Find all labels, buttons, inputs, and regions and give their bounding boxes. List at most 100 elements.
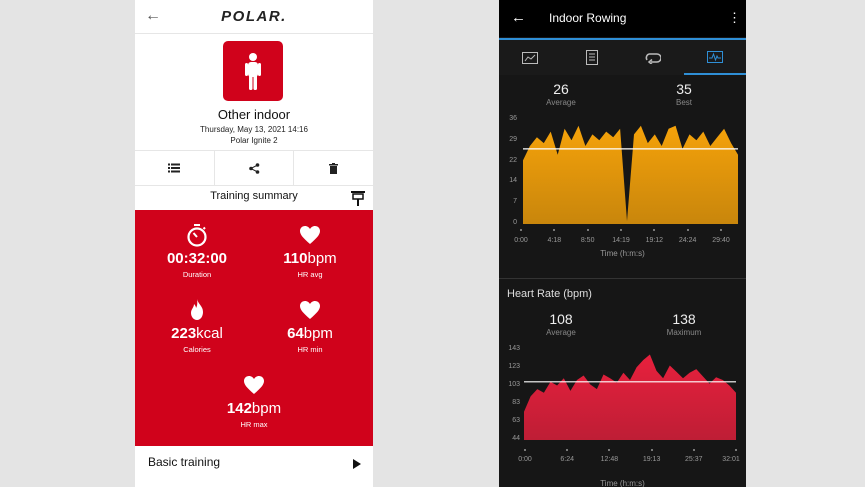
back-arrow-icon[interactable]: ← — [511, 9, 526, 26]
duration-stat: 00:32:00 Duration — [142, 223, 252, 279]
play-icon[interactable] — [353, 459, 361, 469]
x-tick-label: 32:01 — [722, 456, 740, 463]
duration-value: 00:32:00 — [166, 250, 228, 267]
session-date: Thursday, May 13, 2021 14:16 — [200, 125, 308, 134]
hr-maximum-value: 138 — [672, 311, 696, 327]
average-metric: 26 Average — [521, 81, 601, 107]
trash-icon — [329, 162, 339, 174]
chart1-axis-title: Time (h:m:s) — [600, 249, 645, 258]
best-value: 35 — [676, 81, 692, 97]
best-label: Best — [675, 98, 692, 107]
y-tick-label: 14 — [509, 177, 517, 185]
hr-avg-value: 110 — [283, 250, 308, 267]
list-button[interactable] — [135, 151, 215, 185]
pin-icon[interactable] — [351, 191, 365, 207]
flame-icon — [191, 299, 203, 320]
person-sport-icon — [223, 41, 283, 101]
x-tick-mark — [608, 449, 611, 451]
x-tick-label: 24:24 — [678, 237, 697, 244]
polar-app-screen: ← POLAR. Other indoor Thursday, May 13, … — [135, 0, 373, 487]
average-label: Average — [546, 98, 576, 107]
y-tick-label: 143 — [508, 345, 520, 352]
x-tick-label: 25:37 — [685, 456, 703, 463]
duration-label: Duration — [182, 270, 212, 279]
heart-icon — [300, 301, 320, 319]
delete-button[interactable] — [294, 151, 373, 185]
hr-avg-label: HR avg — [297, 270, 323, 279]
x-tick-mark — [553, 229, 556, 231]
sport-header: Other indoor Thursday, May 13, 2021 14:1… — [135, 34, 373, 150]
y-tick-label: 7 — [513, 198, 517, 206]
x-tick-mark — [586, 229, 589, 231]
calories-value: 223 — [171, 325, 197, 342]
y-tick-label: 103 — [508, 381, 520, 388]
calories-unit: kcal — [196, 325, 223, 342]
heart-rate-chart — [524, 354, 736, 440]
x-tick-mark — [653, 229, 656, 231]
x-tick-label: 19:13 — [642, 456, 661, 463]
tab-laps[interactable] — [623, 40, 685, 75]
heart-icon — [244, 376, 264, 394]
hr-max-label: HR max — [240, 420, 268, 429]
hr-average-metric: 108 Average — [521, 311, 601, 337]
x-tick-mark — [735, 449, 737, 451]
series-area — [523, 125, 738, 224]
x-tick-mark — [566, 449, 569, 451]
hr-min-stat: 64bpm HR min — [255, 298, 365, 354]
x-tick-label: 0:00 — [518, 456, 532, 463]
training-summary-title: Training summary — [210, 190, 298, 202]
activity-title: Indoor Rowing — [549, 11, 627, 25]
y-tick-label: 22 — [509, 156, 517, 164]
training-summary-panel: 00:32:00 Duration 110bpm HR avg 223kcal … — [135, 210, 373, 446]
y-tick-label: 63 — [512, 417, 520, 424]
tab-details[interactable] — [561, 40, 623, 75]
best-metric: 35 Best — [644, 81, 724, 107]
chart2-axis-title: Time (h:m:s) — [600, 479, 645, 487]
hr-maximum-metric: 138 Maximum — [644, 311, 724, 337]
polar-top-bar: ← POLAR. — [135, 0, 373, 34]
x-tick-label: 6:24 — [560, 456, 574, 463]
list-icon — [168, 163, 181, 173]
map-icon — [521, 51, 538, 64]
x-tick-label: 12:48 — [600, 456, 619, 463]
garmin-app-screen: ← Indoor Rowing ⋮ — [499, 0, 746, 487]
stopwatch-icon — [187, 224, 207, 247]
x-tick-mark — [720, 229, 722, 231]
share-button[interactable] — [215, 151, 295, 185]
y-tick-label: 83 — [512, 399, 520, 406]
back-arrow-icon[interactable]: ← — [145, 7, 161, 24]
hr-avg-stat: 110bpm HR avg — [255, 223, 365, 279]
y-tick-label: 36 — [509, 115, 517, 122]
garmin-tab-bar — [499, 38, 746, 75]
x-tick-mark — [620, 229, 622, 231]
x-tick-label: 8:50 — [580, 237, 595, 244]
share-icon — [248, 162, 259, 174]
x-tick-label: 0:00 — [514, 237, 528, 244]
x-tick-mark — [520, 229, 522, 231]
calories-stat: 223kcal Calories — [142, 298, 252, 354]
basic-training-label[interactable]: Basic training — [148, 455, 221, 469]
hr-min-unit: bpm — [303, 325, 333, 342]
heart-icon — [300, 226, 320, 244]
hr-max-value: 142 — [226, 400, 252, 417]
hr-avg-unit: bpm — [307, 250, 337, 267]
x-tick-label: 14:19 — [612, 237, 630, 244]
more-menu-icon[interactable]: ⋮ — [728, 10, 741, 25]
hr-maximum-label: Maximum — [666, 328, 702, 337]
tab-graphs[interactable] — [684, 40, 746, 75]
average-value: 26 — [553, 81, 569, 97]
calories-label: Calories — [183, 345, 211, 354]
section-divider — [499, 278, 746, 279]
device-name: Polar Ignite 2 — [230, 136, 278, 145]
hr-min-value: 64 — [287, 325, 304, 342]
heart-rate-title: Heart Rate (bpm) — [507, 288, 592, 300]
hr-average-value: 108 — [549, 311, 573, 327]
hr-max-unit: bpm — [251, 400, 282, 417]
graph-icon — [707, 50, 724, 63]
x-tick-label: 29:40 — [712, 237, 730, 244]
y-tick-label: 44 — [512, 435, 520, 442]
y-tick-label: 29 — [509, 135, 517, 143]
garmin-top-bar: ← Indoor Rowing ⋮ — [499, 0, 746, 37]
tab-map[interactable] — [499, 40, 561, 75]
action-bar — [135, 150, 373, 186]
